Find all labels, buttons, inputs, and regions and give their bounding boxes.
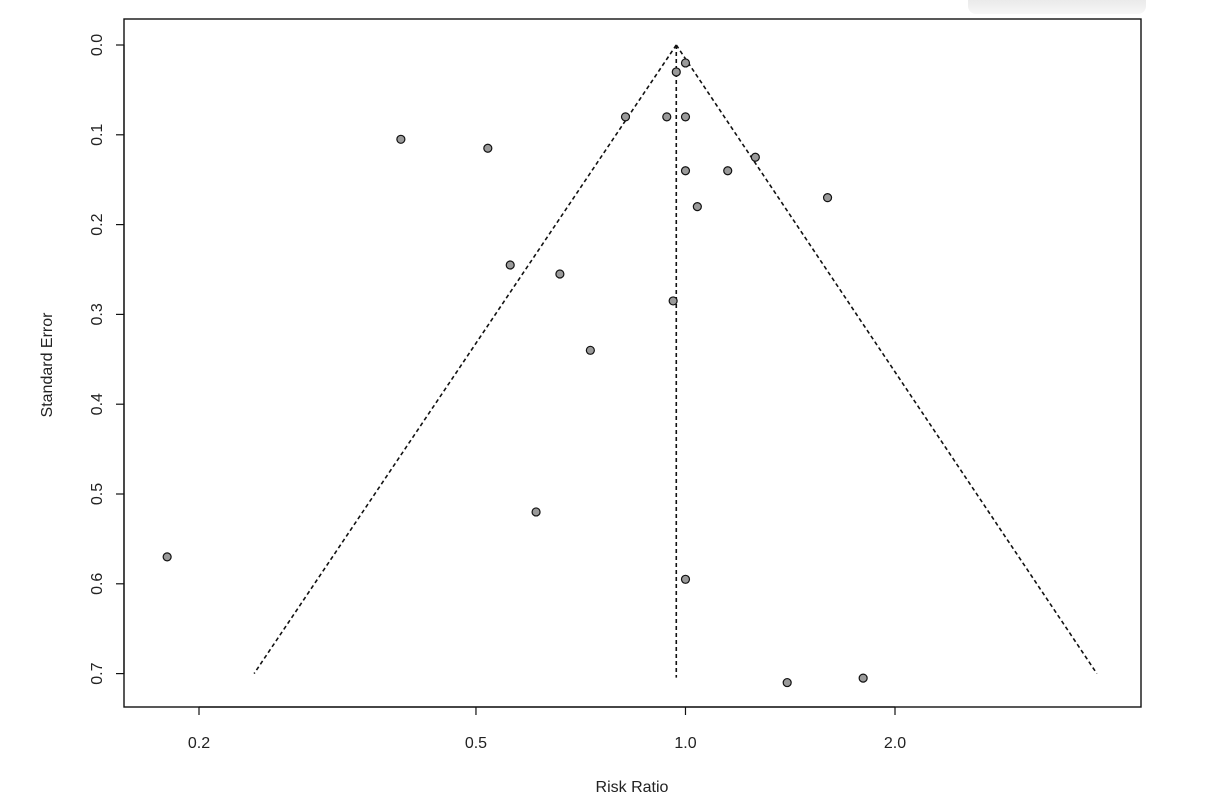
plot-frame (123, 18, 1142, 708)
study-point-18 (162, 552, 172, 562)
study-point-12 (692, 202, 702, 212)
y-tick-label-7: 0.6 (89, 573, 106, 595)
study-point-5 (680, 112, 691, 122)
x-tick-label-1: 0.2 (188, 735, 210, 752)
study-point-11 (822, 193, 833, 203)
study-point-7 (483, 143, 493, 153)
study-point-9 (680, 166, 691, 176)
study-point-16 (585, 345, 595, 355)
y-tick-label-1: 0.0 (89, 34, 106, 56)
study-point-13 (505, 260, 515, 270)
study-point-20 (858, 673, 868, 683)
study-point-21 (782, 677, 792, 688)
x-tick-label-2: 0.5 (465, 735, 487, 752)
study-point-1 (680, 58, 691, 68)
x-tick-label-4: 2.0 (884, 735, 906, 752)
corner-shadow (968, 0, 1146, 14)
study-point-19 (680, 574, 691, 584)
y-tick-label-4: 0.3 (89, 303, 106, 325)
study-point-8 (750, 152, 760, 162)
y-tick-label-8: 0.7 (89, 662, 106, 684)
study-point-3 (620, 112, 631, 122)
y-tick-label-6: 0.5 (89, 483, 106, 505)
study-point-17 (531, 507, 541, 517)
study-point-14 (555, 269, 565, 279)
funnel-left-line (253, 44, 677, 675)
funnel-right-line (675, 44, 1098, 675)
y-tick-label-5: 0.4 (89, 393, 106, 415)
x-axis-label: Risk Ratio (596, 779, 669, 796)
study-point-4 (662, 112, 672, 122)
y-tick-label-3: 0.2 (89, 213, 106, 235)
study-point-2 (671, 67, 681, 77)
y-axis-label: Standard Error (39, 312, 56, 418)
x-tick-label-3: 1.0 (674, 735, 696, 752)
study-point-6 (396, 134, 406, 144)
study-point-10 (723, 166, 733, 176)
study-point-15 (668, 296, 678, 306)
y-tick-label-2: 0.1 (89, 124, 106, 146)
